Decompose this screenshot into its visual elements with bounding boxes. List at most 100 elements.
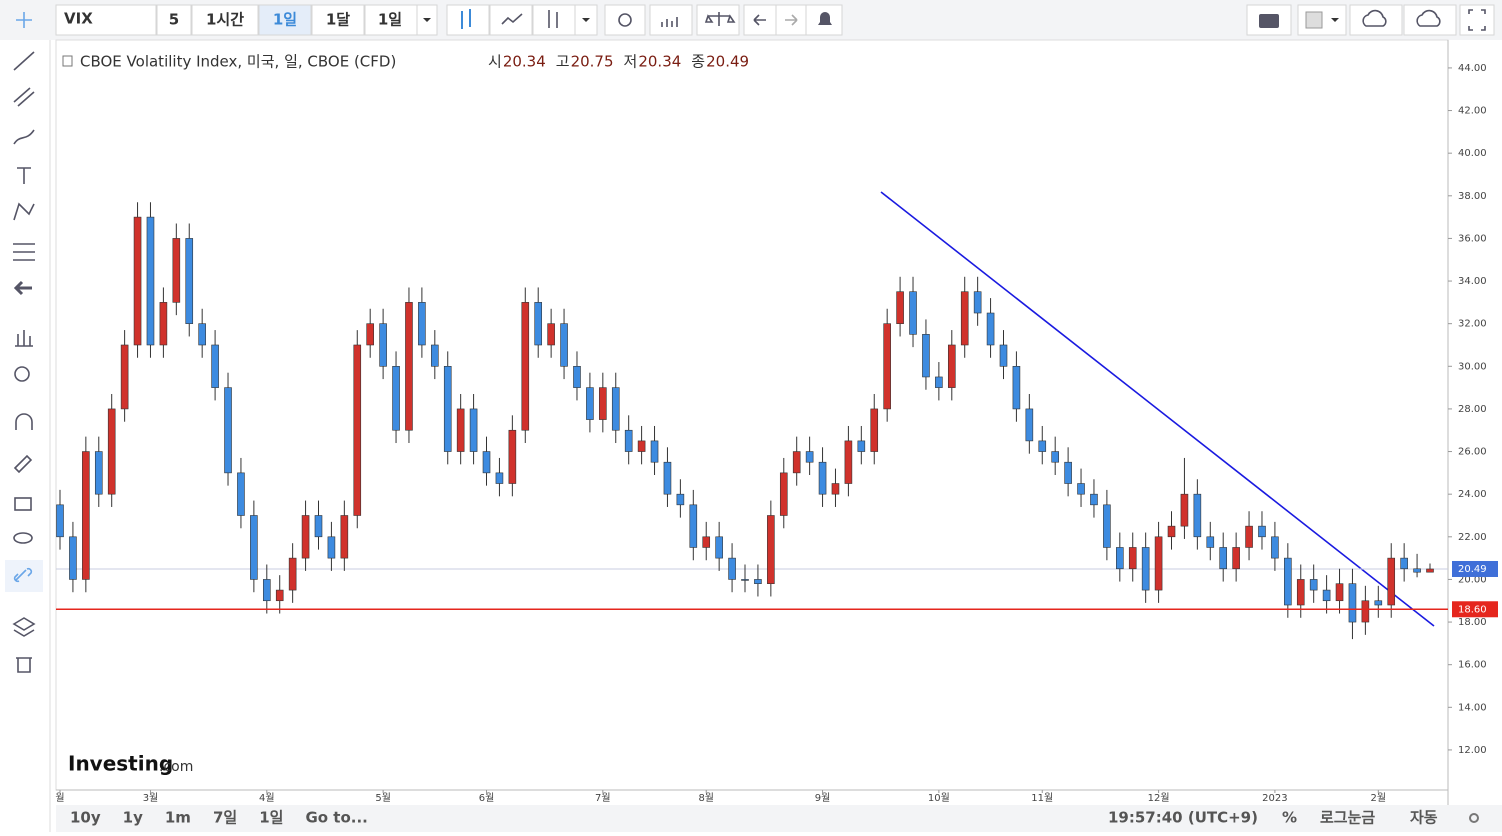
link-tool-bg[interactable] bbox=[5, 560, 43, 592]
candle-body bbox=[418, 302, 426, 346]
interval[interactable]: 5 bbox=[169, 11, 179, 29]
candle-body bbox=[262, 579, 271, 602]
interval-button[interactable] bbox=[156, 4, 192, 36]
candle-body bbox=[999, 344, 1008, 367]
channel-tool[interactable] bbox=[13, 87, 35, 107]
legend-value: 20.34 bbox=[503, 53, 546, 71]
candle-body bbox=[224, 387, 232, 474]
visibility-tool[interactable] bbox=[13, 532, 33, 544]
line-icon bbox=[501, 13, 523, 25]
y-tick-label: 38.00 bbox=[1458, 191, 1487, 202]
pattern-tool[interactable] bbox=[13, 202, 35, 221]
zoom-tool[interactable] bbox=[14, 366, 30, 382]
link-tool[interactable] bbox=[13, 567, 33, 583]
candle-body bbox=[1348, 583, 1357, 623]
candle-body bbox=[1180, 493, 1189, 527]
range-button[interactable]: 1일 bbox=[259, 809, 283, 827]
x-tick-label: 8월 bbox=[698, 792, 714, 804]
back-tool[interactable] bbox=[13, 280, 32, 296]
logo: Investing bbox=[68, 752, 173, 776]
plot-area bbox=[55, 39, 1449, 791]
candle-body bbox=[301, 515, 310, 559]
candle-body bbox=[1258, 525, 1266, 538]
interval[interactable]: 1시간 bbox=[206, 11, 244, 29]
candle-body bbox=[250, 515, 258, 580]
candle-body bbox=[1271, 536, 1279, 559]
interval-button[interactable] bbox=[311, 4, 365, 36]
cloud-up-icon bbox=[1416, 9, 1441, 27]
lock-draw-tool[interactable] bbox=[13, 454, 33, 474]
save-button[interactable] bbox=[1403, 4, 1457, 36]
text-tool[interactable] bbox=[17, 167, 31, 184]
settings-button[interactable] bbox=[604, 4, 646, 36]
legend-label: 종 bbox=[691, 53, 705, 71]
interval-button[interactable] bbox=[191, 4, 259, 36]
candle-body bbox=[741, 579, 749, 581]
delete-tool[interactable] bbox=[16, 657, 32, 673]
candle-body bbox=[973, 291, 982, 314]
candle-body bbox=[857, 440, 866, 452]
y-tick-label: 42.00 bbox=[1458, 106, 1487, 117]
brush-tool[interactable] bbox=[13, 129, 35, 145]
fullscreen-button[interactable] bbox=[1459, 4, 1495, 36]
range-button[interactable]: Go to... bbox=[305, 809, 367, 827]
x-tick-label: 2월 bbox=[1371, 792, 1387, 804]
interval[interactable]: 1일 bbox=[378, 11, 402, 29]
measure-tool[interactable] bbox=[15, 330, 33, 347]
y-tick-label: 36.00 bbox=[1458, 233, 1487, 244]
indicator-icon bbox=[661, 17, 678, 27]
crosshair-tool[interactable] bbox=[16, 12, 32, 28]
line-tool[interactable] bbox=[13, 51, 35, 71]
y-tick-label: 26.00 bbox=[1458, 447, 1487, 458]
settings-icon[interactable] bbox=[1469, 813, 1479, 823]
fib-tool[interactable] bbox=[13, 243, 35, 261]
candle-body bbox=[702, 536, 711, 548]
interval[interactable]: 1일 bbox=[273, 11, 297, 29]
candle-body bbox=[935, 376, 943, 388]
candle-body bbox=[456, 408, 465, 452]
candle-body bbox=[431, 344, 439, 367]
x-tick-label: 11월 bbox=[1031, 792, 1053, 804]
logo-suffix: .com bbox=[159, 759, 193, 775]
range-button[interactable]: 7일 bbox=[213, 809, 237, 827]
legend-values: 시 20.34 고 20.75 저 20.34 종 20.49 bbox=[488, 53, 749, 71]
color-swatch bbox=[1305, 11, 1323, 29]
candle-body bbox=[831, 483, 840, 495]
legend-label: 고 bbox=[556, 53, 570, 71]
candle-body bbox=[844, 440, 853, 484]
x-tick-label: 9월 bbox=[815, 792, 831, 804]
candle-body bbox=[482, 451, 491, 474]
y-tick-label: 14.00 bbox=[1458, 702, 1487, 713]
candle-body bbox=[1064, 461, 1072, 484]
candle-body bbox=[1103, 504, 1111, 548]
trend-line[interactable] bbox=[880, 191, 1435, 627]
load-button[interactable] bbox=[1349, 4, 1403, 36]
x-tick-label: 4월 bbox=[259, 792, 275, 804]
symbol-box[interactable] bbox=[55, 4, 157, 36]
auto-toggle[interactable]: 자동 bbox=[1410, 809, 1438, 827]
chart-style-button[interactable] bbox=[446, 4, 490, 36]
range-buttons: 10y 1y 1m 7일 1일 Go to... bbox=[70, 809, 368, 827]
layers-tool[interactable] bbox=[12, 617, 36, 637]
candle-body bbox=[818, 461, 827, 495]
interval-button[interactable] bbox=[364, 4, 418, 36]
interval[interactable]: 1달 bbox=[326, 11, 350, 29]
log-toggle[interactable]: 로그눈금 bbox=[1320, 809, 1375, 827]
lock-tool[interactable] bbox=[14, 497, 32, 511]
indicators-button[interactable] bbox=[649, 4, 693, 36]
symbol[interactable]: VIX bbox=[64, 10, 93, 28]
candle-body bbox=[1284, 557, 1292, 606]
candle-body bbox=[237, 472, 245, 516]
range-button[interactable]: 1m bbox=[165, 809, 191, 827]
range-button[interactable]: 10y bbox=[70, 809, 101, 827]
bar-style-button[interactable] bbox=[532, 4, 576, 36]
candle-body bbox=[120, 344, 129, 410]
percent-toggle[interactable]: % bbox=[1282, 809, 1297, 827]
magnet-tool[interactable] bbox=[15, 413, 33, 430]
candle-body bbox=[1206, 536, 1215, 548]
last-price-label: 20.49 bbox=[1458, 564, 1487, 575]
range-button[interactable]: 1y bbox=[123, 809, 143, 827]
candle-body bbox=[947, 344, 956, 388]
candle-body bbox=[107, 408, 116, 495]
interval-button-active[interactable] bbox=[258, 4, 312, 36]
